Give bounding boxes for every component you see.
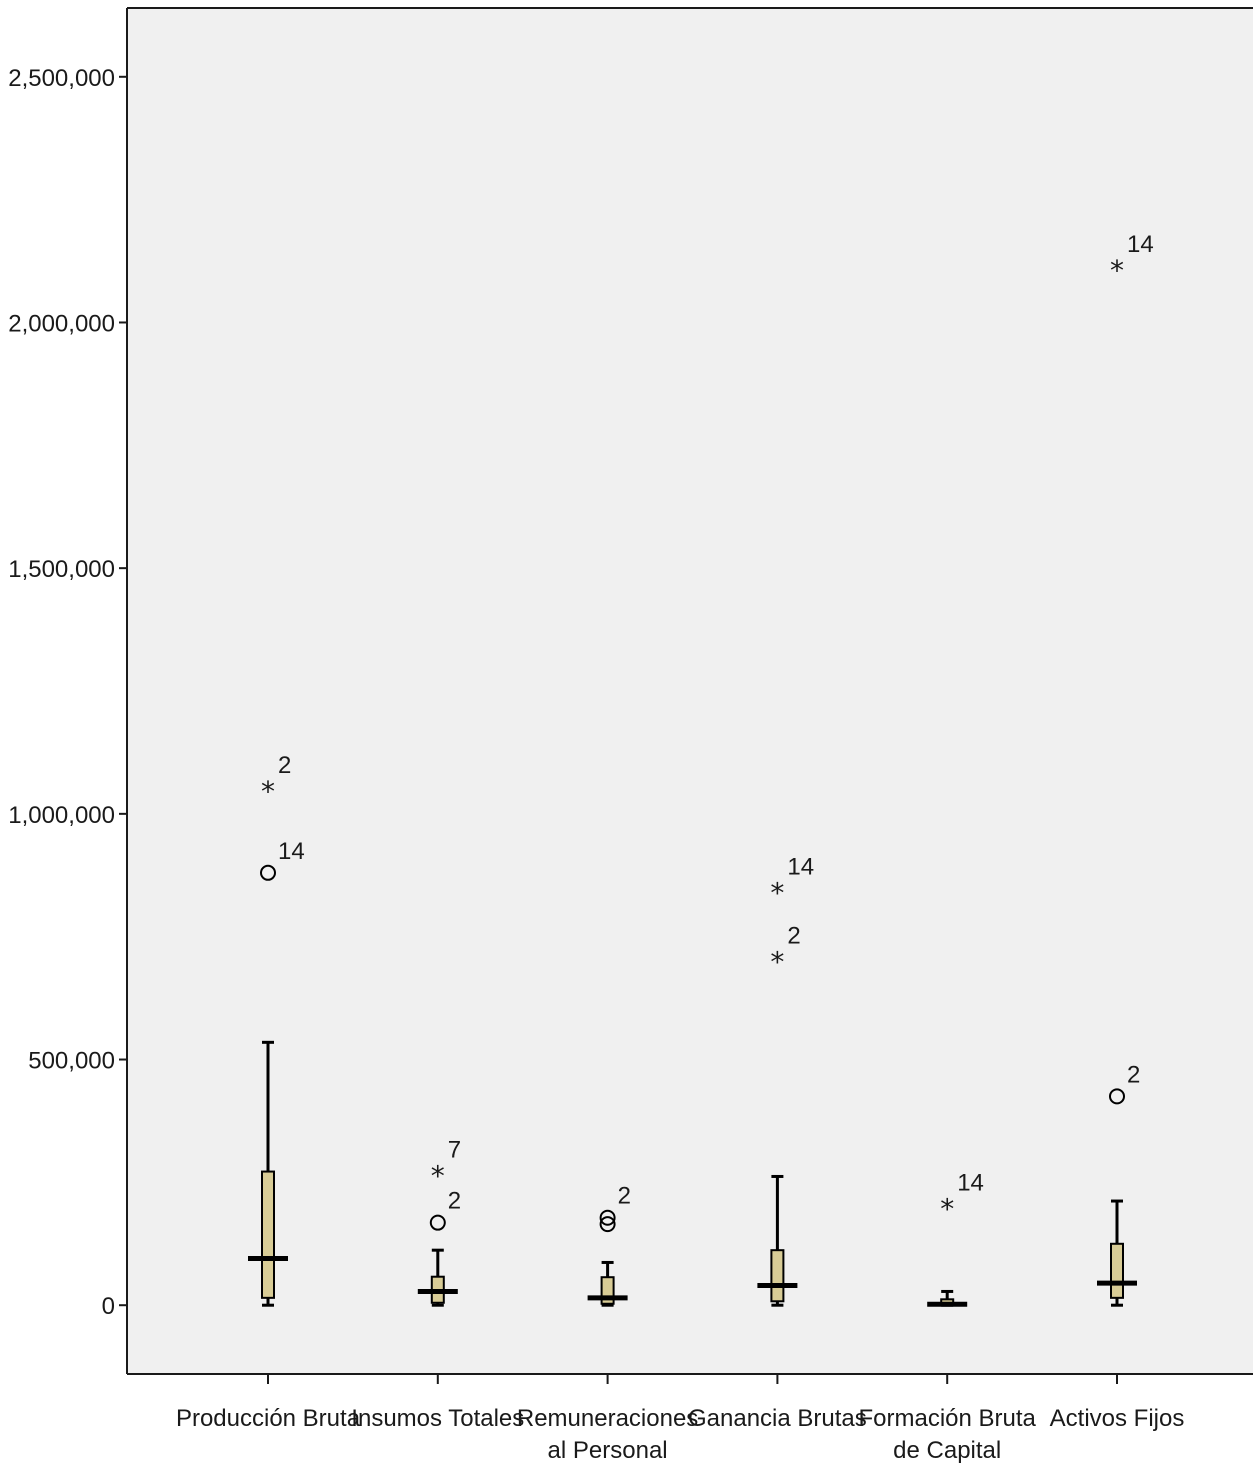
outlier-marker [429,1214,446,1231]
box-group: 2 [587,1183,631,1307]
extreme-marker: * [261,775,275,808]
outlier-marker [260,864,276,881]
category-label: Ganancia Brutas [688,1405,867,1432]
y-tick-label: 1,500,000 [8,556,115,583]
y-tick-label: 0 [102,1293,115,1320]
outlier-label: 2 [618,1183,631,1210]
y-tick-label: 2,000,000 [8,310,115,337]
box-group: *7 2 [417,1137,461,1307]
extreme-marker: * [770,945,784,978]
extreme-marker: * [940,1192,954,1225]
outlier-label: 14 [787,854,814,881]
category-label: Remuneraciones [517,1405,698,1432]
box-group: *14*2 [757,854,814,1307]
outlier-label: 7 [448,1137,461,1164]
y-tick-label: 500,000 [28,1048,115,1075]
y-tick-label: 1,000,000 [8,802,115,829]
outlier-marker [599,1209,616,1226]
plot-area [127,8,1253,1374]
box-group: *14 2 [1097,231,1154,1307]
category-label: de Capital [893,1437,1001,1464]
outlier-label: 2 [787,922,800,949]
box-group: *2 14 [248,752,305,1307]
outlier-label: 2 [448,1188,461,1215]
category-label: al Personal [548,1437,668,1464]
iqr-box [770,1249,785,1303]
category-label: Insumos Totales [351,1405,524,1432]
outlier-marker [599,1216,616,1233]
outlier-label: 2 [278,752,291,779]
outlier-label: 14 [957,1169,984,1196]
outlier-label: 14 [278,838,305,865]
extreme-marker: * [770,877,784,910]
extreme-marker: * [431,1160,445,1193]
y-tick-label: 2,500,000 [8,65,115,92]
outlier-label: 2 [1127,1061,1140,1088]
outlier-label: 14 [1127,231,1154,258]
box-group: *14 [927,1169,984,1307]
category-label: Formación Bruta [858,1405,1036,1432]
outlier-marker [1109,1088,1125,1105]
iqr-box [1110,1242,1124,1299]
iqr-box [261,1170,275,1299]
category-label: Producción Bruta [176,1405,361,1432]
category-label: Activos Fijos [1050,1405,1185,1432]
extreme-marker: * [1110,254,1124,287]
